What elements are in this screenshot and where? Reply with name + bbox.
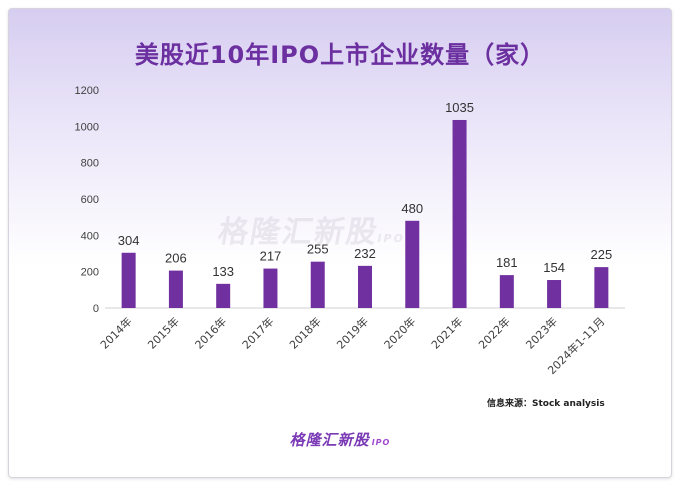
x-tick-label: 2020年 [381,314,418,351]
data-label: 133 [212,264,234,279]
bar [499,275,514,308]
x-tick-label: 2015年 [145,314,182,351]
x-tick-label: 2017年 [239,314,276,351]
y-tick-label: 0 [93,303,99,315]
bar [405,220,420,308]
x-tick-label: 2014年 [97,314,134,351]
data-label: 154 [543,260,565,275]
bar [452,119,467,308]
data-label: 1035 [445,100,474,115]
y-tick-label: 1200 [75,85,99,97]
chart-title: 美股近10年IPO上市企业数量（家） [134,41,546,69]
data-label: 181 [496,255,518,270]
data-label: 232 [354,246,376,261]
y-tick-label: 800 [81,158,99,170]
bar [547,280,562,308]
chart-card: 美股近10年IPO上市企业数量（家） 格隆汇新股IPO [8,8,672,478]
y-tick-label: 1000 [75,121,99,133]
x-tick-label: 2022年 [475,314,512,351]
data-label: 480 [401,201,423,216]
bar [358,265,372,308]
footer-logo-tag: IPO [371,438,391,447]
footer-logo: 格隆汇新股 IPO [0,429,680,450]
data-label: 206 [165,251,187,266]
bar [594,267,609,308]
x-tick-label: 2019年 [334,314,371,351]
x-tick-label: 2016年 [192,314,229,351]
y-tick-label: 600 [81,194,99,206]
bar [216,283,231,308]
footer-logo-text: 格隆汇新股 [289,431,370,449]
data-label: 304 [118,233,140,248]
x-tick-label: 2023年 [523,314,560,351]
y-tick-label: 400 [81,230,99,242]
y-tick-label: 200 [81,267,99,279]
data-label: 255 [307,242,329,257]
x-tick-label: 2018年 [286,314,323,351]
data-label: 217 [260,249,282,264]
data-label: 225 [591,247,613,262]
x-tick-label: 2021年 [428,314,465,351]
bar [168,270,183,308]
bar [310,261,325,308]
bar [121,252,136,308]
source-note: 信息来源：Stock analysis [487,399,605,409]
bar [263,268,278,308]
